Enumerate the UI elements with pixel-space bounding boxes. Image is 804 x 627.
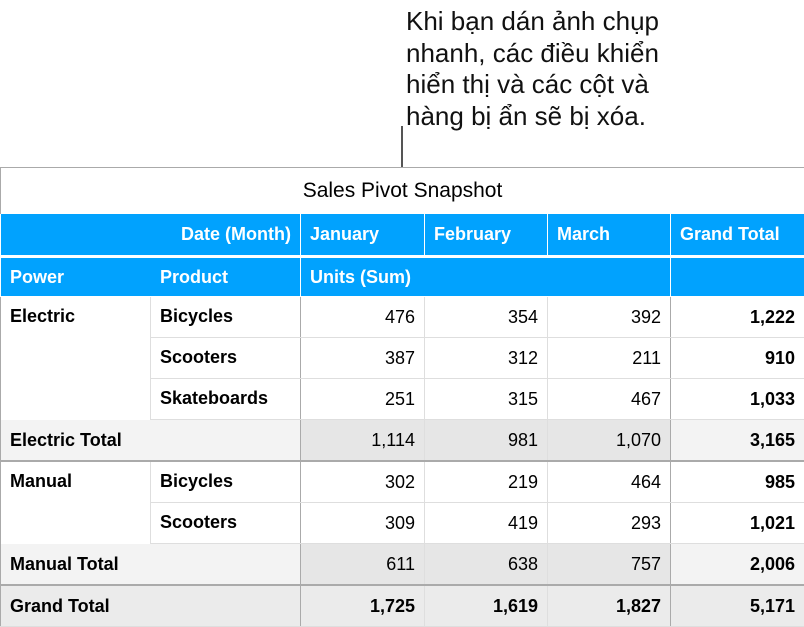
subtotal-empty — [151, 544, 301, 586]
subtotal-total[interactable]: 3,165 — [671, 420, 804, 462]
product-cell[interactable]: Scooters — [151, 338, 301, 379]
subtotal-total[interactable]: 2,006 — [671, 544, 804, 586]
callout-line: nhanh, các điều khiển — [406, 38, 659, 70]
value-cell[interactable]: 387 — [301, 338, 425, 379]
header-product[interactable]: Product — [151, 257, 301, 297]
header-february[interactable]: February — [425, 214, 548, 257]
value-cell[interactable]: 312 — [425, 338, 548, 379]
row-total-cell[interactable]: 1,033 — [671, 379, 804, 420]
grand-total-label[interactable]: Grand Total — [1, 585, 151, 627]
subtotal-empty — [151, 420, 301, 462]
grand-total-cell[interactable]: 1,619 — [425, 585, 548, 627]
header-march[interactable]: March — [548, 214, 671, 257]
row-total-cell[interactable]: 1,222 — [671, 297, 804, 338]
table-row: Skateboards 251 315 467 1,033 — [1, 379, 804, 420]
value-cell[interactable]: 219 — [425, 461, 548, 503]
grand-total-empty — [151, 585, 301, 627]
product-cell[interactable]: Bicycles — [151, 297, 301, 338]
subtotal-cell[interactable]: 1,114 — [301, 420, 425, 462]
callout-line: hiển thị và các cột và — [406, 69, 659, 101]
header-units-sum[interactable]: Units (Sum) — [301, 257, 671, 297]
row-total-cell[interactable]: 985 — [671, 461, 804, 503]
table-row: Scooters 387 312 211 910 — [1, 338, 804, 379]
value-cell[interactable]: 476 — [301, 297, 425, 338]
grand-total-total[interactable]: 5,171 — [671, 585, 804, 627]
value-cell[interactable]: 293 — [548, 503, 671, 544]
subtotal-label[interactable]: Manual Total — [1, 544, 151, 586]
header-january[interactable]: January — [301, 214, 425, 257]
power-manual[interactable]: Manual — [1, 461, 151, 503]
callout-text: Khi bạn dán ảnh chụp nhanh, các điều khi… — [406, 6, 659, 132]
value-cell[interactable]: 315 — [425, 379, 548, 420]
callout-line: Khi bạn dán ảnh chụp — [406, 6, 659, 38]
power-empty — [1, 338, 151, 379]
value-cell[interactable]: 211 — [548, 338, 671, 379]
header-empty — [671, 257, 804, 297]
value-cell[interactable]: 392 — [548, 297, 671, 338]
subtotal-cell[interactable]: 1,070 — [548, 420, 671, 462]
row-total-cell[interactable]: 910 — [671, 338, 804, 379]
product-cell[interactable]: Bicycles — [151, 461, 301, 503]
grand-total-cell[interactable]: 1,725 — [301, 585, 425, 627]
header-date-month[interactable]: Date (Month) — [1, 214, 301, 257]
header-power[interactable]: Power — [1, 257, 151, 297]
power-electric[interactable]: Electric — [1, 297, 151, 338]
grand-total-cell[interactable]: 1,827 — [548, 585, 671, 627]
callout-leader-line — [401, 126, 403, 168]
power-empty — [1, 503, 151, 544]
subtotal-cell[interactable]: 757 — [548, 544, 671, 586]
subtotal-row: Electric Total 1,114 981 1,070 3,165 — [1, 420, 804, 462]
product-cell[interactable]: Scooters — [151, 503, 301, 544]
value-cell[interactable]: 309 — [301, 503, 425, 544]
table-row: Scooters 309 419 293 1,021 — [1, 503, 804, 544]
value-cell[interactable]: 464 — [548, 461, 671, 503]
power-empty — [1, 379, 151, 420]
subtotal-cell[interactable]: 981 — [425, 420, 548, 462]
row-total-cell[interactable]: 1,021 — [671, 503, 804, 544]
header-grand-total[interactable]: Grand Total — [671, 214, 804, 257]
pivot-table[interactable]: Sales Pivot Snapshot Date (Month) Januar… — [0, 167, 804, 627]
table-row: Manual Bicycles 302 219 464 985 — [1, 461, 804, 503]
subtotal-cell[interactable]: 611 — [301, 544, 425, 586]
subtotal-row: Manual Total 611 638 757 2,006 — [1, 544, 804, 586]
table-title[interactable]: Sales Pivot Snapshot — [1, 168, 804, 214]
subtotal-label[interactable]: Electric Total — [1, 420, 151, 462]
table-row: Electric Bicycles 476 354 392 1,222 — [1, 297, 804, 338]
value-cell[interactable]: 251 — [301, 379, 425, 420]
callout-line: hàng bị ẩn sẽ bị xóa. — [406, 101, 659, 133]
subtotal-cell[interactable]: 638 — [425, 544, 548, 586]
value-cell[interactable]: 467 — [548, 379, 671, 420]
grand-total-row: Grand Total 1,725 1,619 1,827 5,171 — [1, 585, 804, 627]
value-cell[interactable]: 302 — [301, 461, 425, 503]
product-cell[interactable]: Skateboards — [151, 379, 301, 420]
value-cell[interactable]: 354 — [425, 297, 548, 338]
value-cell[interactable]: 419 — [425, 503, 548, 544]
